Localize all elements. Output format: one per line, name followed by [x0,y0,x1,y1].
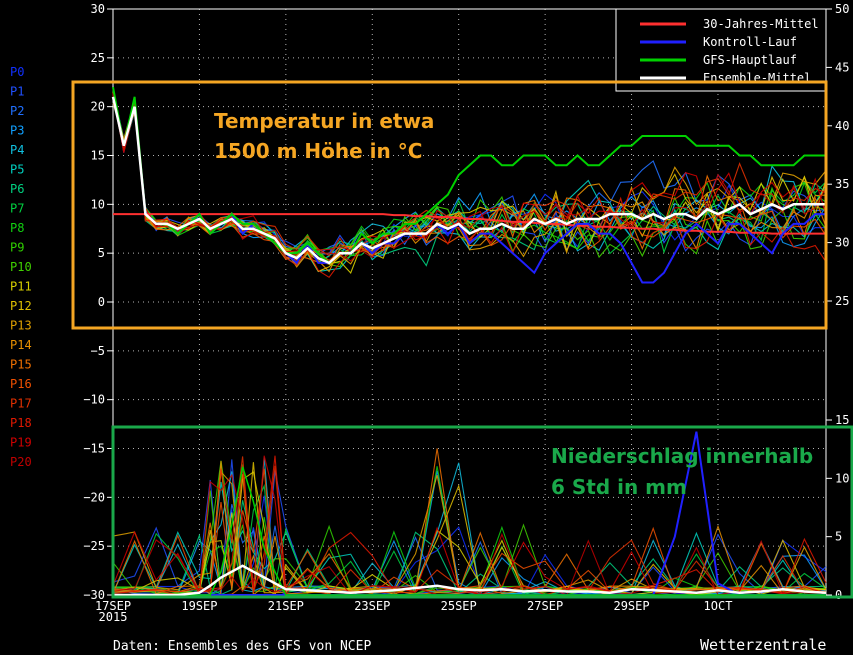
x-tick-label: 27SEP [527,599,563,613]
member-label: P6 [10,182,24,196]
member-label: P13 [10,319,32,333]
y-tick-label: −15 [83,442,105,456]
member-label: P14 [10,338,32,352]
ensemble-mean-precip-line [113,564,827,597]
member-label: P0 [10,65,24,79]
temperature-annotation-line1: Temperatur in etwa [214,109,434,133]
y-tick-label: −20 [83,490,105,504]
member-temp-line [112,93,827,261]
member-label: P11 [10,280,32,294]
legend-label: GFS-Hauptlauf [703,53,797,67]
right-upper-tick-label: 50 [835,2,849,16]
legend: 30-Jahres-Mittel Kontroll-Lauf GFS-Hauptla… [615,8,827,92]
x-tick-label: 23SEP [354,599,390,613]
member-label: P16 [10,377,32,391]
right-lower-tick-label: 10 [835,471,849,485]
member-precip-line [112,464,827,595]
member-list: P0 P1 P2 P3 P4 P5 P6 P7 P8 P9 P10 P11 P12 P13 P14 P15 P1… [10,65,32,469]
member-label: P18 [10,416,32,430]
gfs-precip-line [113,466,826,596]
temperature-series [111,86,827,284]
right-upper-tick-label: 45 [835,60,849,74]
y-tick-label: 5 [98,246,105,260]
axes: 302520151050−5−10−15−20−25−3017SEP201519… [83,2,849,624]
right-lower-tick-label: 15 [835,413,849,427]
member-label: P10 [10,260,32,274]
right-upper-tick-label: 40 [835,119,849,133]
member-label: P1 [10,85,24,99]
member-precip-line [112,468,827,594]
y-tick-label: 20 [91,100,105,114]
y-tick-label: 15 [91,149,105,163]
member-label: P15 [10,358,32,372]
x-tick-label: 17SEP [95,599,131,613]
y-tick-label: −25 [83,539,105,553]
y-tick-label: 10 [91,197,105,211]
precipitation-annotation-line1: Niederschlag innerhalb [551,444,813,468]
x-tick-label: 29SEP [613,599,649,613]
member-temp-line [112,101,827,265]
y-tick-label: −5 [91,344,105,358]
member-label: P8 [10,221,24,235]
x-tick-label: 19SEP [181,599,217,613]
right-upper-tick-label: 35 [835,177,849,191]
right-lower-tick-label: 0 [835,588,842,602]
member-label: P2 [10,104,24,118]
member-label: P3 [10,124,24,138]
right-upper-tick-label: 30 [835,236,849,250]
precipitation-series [112,431,827,597]
member-precip-line [112,456,827,596]
member-label: P4 [10,143,24,157]
member-label: P7 [10,202,24,216]
x-tick-label: 2015 [99,610,128,624]
member-precip-line [112,532,827,596]
member-label: P19 [10,436,32,450]
y-tick-label: 30 [91,2,105,16]
legend-label: 30-Jahres-Mittel [703,17,819,31]
footer-source: Daten: Ensembles des GFS von NCEP [113,639,371,654]
precipitation-annotation-box [111,425,853,599]
right-upper-tick-label: 25 [835,294,849,308]
precipitation-annotation-line2: 6 Std in mm [551,475,687,499]
temperature-annotation-box [71,80,828,330]
member-label: P17 [10,397,32,411]
member-label: P20 [10,455,32,469]
member-label: P9 [10,241,24,255]
y-tick-label: 25 [91,51,105,65]
ensemble-mean-line [111,96,826,265]
right-lower-tick-label: 5 [835,530,842,544]
y-tick-label: −10 [83,393,105,407]
y-tick-label: 0 [98,295,105,309]
x-tick-label: 25SEP [441,599,477,613]
footer-brand: Wetterzentrale [700,636,826,654]
member-label: P5 [10,163,24,177]
member-label: P12 [10,299,32,313]
x-tick-label: 1OCT [704,599,733,613]
legend-label: Kontroll-Lauf [703,35,797,49]
temperature-annotation-line2: 1500 m Höhe in °C [214,139,422,163]
x-tick-label: 21SEP [268,599,304,613]
gfs-main-run-line [112,86,826,265]
y-tick-label: −30 [83,588,105,602]
